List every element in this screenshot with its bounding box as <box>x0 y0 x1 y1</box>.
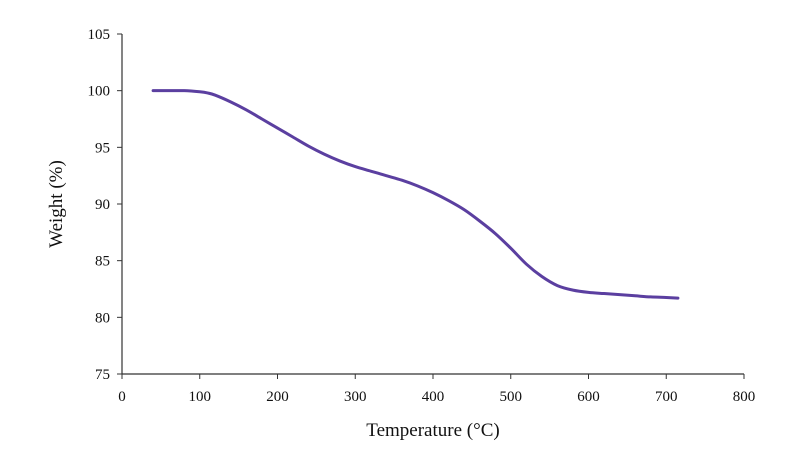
y-tick-label: 75 <box>95 367 110 383</box>
y-ticks: 75 80 85 90 95 100 105 <box>88 27 122 383</box>
x-tick-label: 0 <box>118 389 126 405</box>
x-tick-label: 600 <box>577 389 600 405</box>
x-tick-label: 800 <box>733 389 756 405</box>
x-tick-label: 500 <box>500 389 523 405</box>
y-tick-label: 80 <box>95 310 110 326</box>
x-tick-label: 400 <box>422 389 445 405</box>
series-layer <box>151 89 680 300</box>
y-tick-label: 90 <box>95 197 110 213</box>
y-tick-label: 85 <box>95 254 110 270</box>
axes <box>121 34 744 375</box>
x-axis-title: Temperature (°C) <box>366 420 499 441</box>
y-tick-label: 95 <box>95 140 110 156</box>
x-tick-label: 700 <box>655 389 678 405</box>
x-tick-label: 100 <box>189 389 212 405</box>
y-tick-label: 100 <box>88 84 111 100</box>
series-line-weight <box>151 89 680 300</box>
x-tick-label: 200 <box>266 389 289 405</box>
y-tick-label: 105 <box>88 27 111 43</box>
y-axis-title: Weight (%) <box>46 160 67 248</box>
x-tick-label: 300 <box>344 389 367 405</box>
x-ticks: 0 100 200 300 400 500 600 700 800 <box>118 374 755 405</box>
